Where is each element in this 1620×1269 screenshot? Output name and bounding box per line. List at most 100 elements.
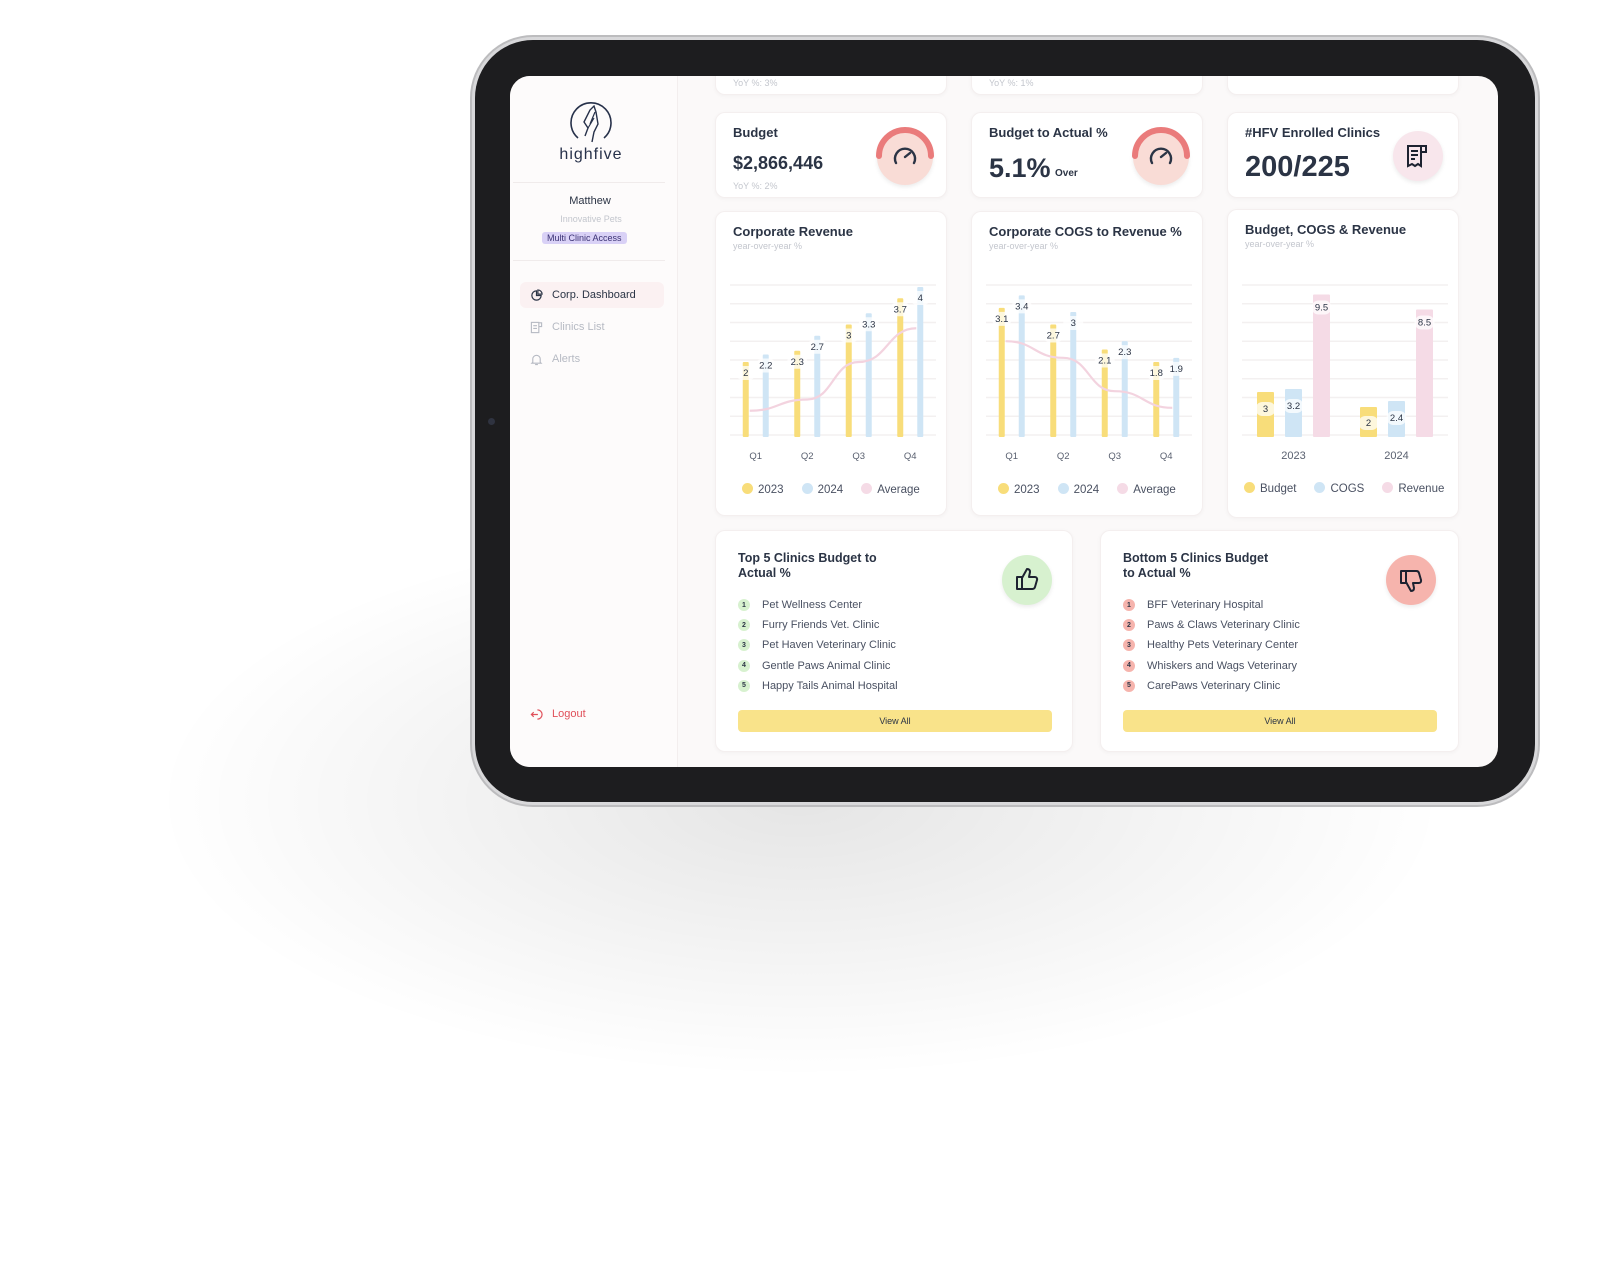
data-label-bg [807,339,828,354]
data-label: 2 [743,368,748,379]
bar [897,298,904,437]
bar [1313,294,1330,437]
bottom5-clinics-card: Bottom 5 Clinics Budget to Actual % 1 BFF… [1100,530,1459,752]
rank-badge: 2 [738,619,750,632]
clinic-name: Paws & Claws Veterinary Clinic [1147,619,1300,632]
data-label: 3 [1071,318,1076,329]
logout-icon [530,708,543,720]
legend-item-average: Average [1117,483,1176,496]
clinic-name: Pet Wellness Center [762,599,863,612]
list-item[interactable]: 4 Whiskers and Wags Veterinary [1123,656,1300,676]
data-label: 1.9 [1170,364,1183,375]
rank-badge: 1 [1123,599,1135,612]
chart-legend: 2023 2024 Average [998,483,1176,496]
rank-badge: 3 [738,639,750,652]
data-label-bg [1414,315,1435,330]
data-label: 2 [1366,418,1371,429]
data-label-bg [1311,300,1332,315]
logout-button[interactable]: Logout [520,701,664,727]
data-label: 2.4 [1390,413,1403,424]
x-tick-label: Q3 [852,451,865,462]
legend-label: 2023 [758,484,784,496]
data-label-bg [838,328,859,343]
sidebar-item-label: Corp. Dashboard [552,289,636,301]
bar [1050,324,1057,437]
bar [794,350,801,437]
x-tick-label: 2023 [1281,450,1305,462]
data-label: 2.1 [1098,356,1111,367]
data-label-bg [858,317,879,332]
data-label-bg [890,302,911,317]
clinic-name: CarePaws Veterinary Clinic [1147,679,1281,692]
legend-label: Budget [1260,483,1297,495]
pie-chart-icon [531,288,543,301]
list-item[interactable]: 1 BFF Veterinary Hospital [1123,595,1300,615]
list-item[interactable]: 2 Paws & Claws Veterinary Clinic [1123,615,1300,635]
data-label-bg [1043,328,1064,343]
data-label-bg [755,358,776,373]
data-label-bg [1146,366,1167,380]
chart-title: Corporate Revenue [733,224,853,239]
hardware-button [610,36,652,39]
kpi-value: 200/225 [1245,151,1350,183]
list-item[interactable]: 3 Pet Haven Veterinary Clinic [738,635,898,655]
chart-subtitle: year-over-year % [733,241,803,251]
list-item[interactable]: 5 Happy Tails Animal Hospital [738,676,898,696]
divider [513,260,665,261]
sidebar-item-corp-dashboard[interactable]: Corp. Dashboard [520,282,664,308]
average-line [749,327,917,412]
kpi-title: Budget to Actual % [989,125,1108,140]
data-label-bg [910,291,931,305]
sidebar-item-clinics-list[interactable]: Clinics List [520,314,664,340]
yoy-text: YoY %: 2% [733,181,778,191]
top5-view-all-button[interactable]: View All [738,710,1052,732]
legend-swatch [1057,483,1069,494]
chart-cogs-to-revenue: Q1 3.1 3.4 Q2 2.7 3 Q3 2.1 2.3 Q4 1.8 1.9 [986,284,1192,462]
legend-label: 2024 [817,484,844,496]
rank-badge: 5 [738,679,750,692]
bar [1416,309,1433,437]
rank-badge: 4 [1123,659,1135,672]
data-label-bg [1063,316,1084,330]
legend-item-revenue: Revenue [1382,482,1444,495]
clinic-name: Gentle Paws Animal Clinic [762,659,891,672]
clinic-list-icon [530,321,543,333]
x-tick-label: Q1 [749,451,762,462]
x-tick-label: Q4 [904,451,917,462]
x-tick-label: Q2 [801,451,814,462]
data-label: 3.4 [1015,301,1028,312]
chart-corporate-revenue: Q1 2 2.2 Q2 2.3 2.7 Q3 3 3.3 Q4 3.7 4 [730,284,936,462]
bar [814,335,821,437]
data-label-bg [1094,353,1115,368]
x-tick-label: Q4 [1160,451,1173,462]
sidebar-item-alerts[interactable]: Alerts [520,346,664,372]
clinic-name: Healthy Pets Veterinary Center [1147,639,1299,652]
list-item[interactable]: 3 Healthy Pets Veterinary Center [1123,635,1300,655]
data-label-bg [1255,402,1276,416]
x-tick-label: Q1 [1005,451,1018,462]
sidebar-item-label: Alerts [552,353,581,365]
bar [1153,362,1160,437]
data-label: 3.3 [862,319,875,330]
legend-label: Revenue [1398,483,1445,495]
kpi-budget-actual-card: Budget to Actual % 5.1% Over [971,112,1203,198]
legend-item-budget: Budget [1244,482,1296,495]
receipt-icon [1393,131,1443,181]
list-item[interactable]: 2 Furry Friends Vet. Clinic [738,615,898,635]
legend-swatch [1314,482,1326,493]
data-label-bg [1114,345,1135,360]
list-item[interactable]: 1 Pet Wellness Center [738,595,898,615]
x-tick-label: 2024 [1384,450,1408,462]
data-label: 2.3 [791,357,804,368]
list-item[interactable]: 4 Gentle Paws Animal Clinic [738,656,898,676]
partial-kpi-card: YoY %: 1% [971,76,1203,95]
data-label-bg [1386,411,1407,425]
bottom5-view-all-button[interactable]: View All [1123,710,1437,732]
bar [1018,295,1025,437]
chart-card-corporate-revenue: Corporate Revenue year-over-year % Q1 2 2.… [715,211,947,516]
list-item[interactable]: 5 CarePaws Veterinary Clinic [1123,676,1300,696]
chart-card-budget-cogs-revenue: Budget, COGS & Revenue year-over-year % … [1227,209,1459,518]
data-label: 2.3 [1118,347,1131,358]
rank-badge: 1 [738,599,750,612]
thumbs-up-icon [1002,555,1052,605]
